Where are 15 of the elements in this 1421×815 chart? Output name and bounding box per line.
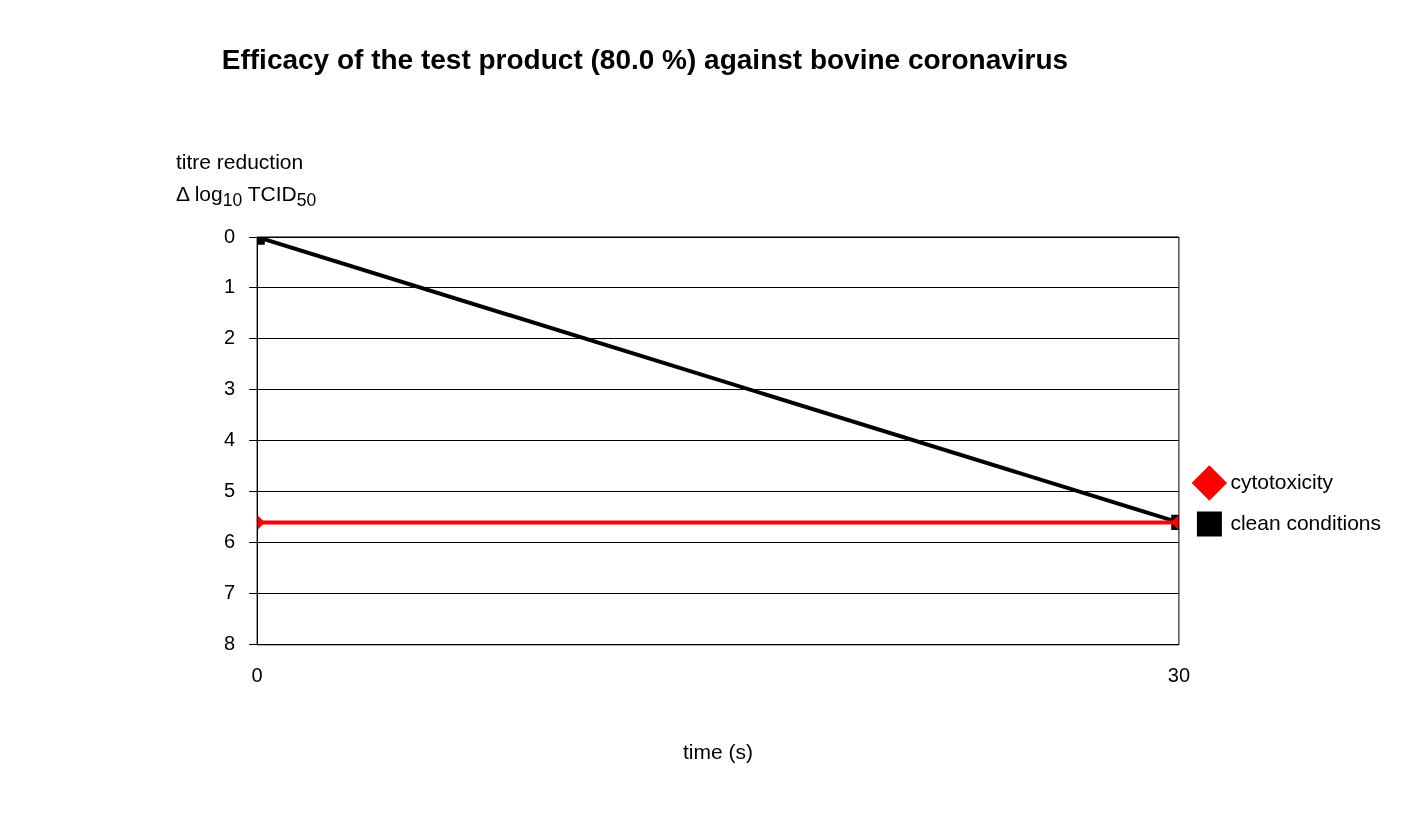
y-tick-label: 0 xyxy=(224,224,236,247)
x-axis-title: time (s) xyxy=(683,740,754,764)
chart-title: Efficacy of the test product (80.0 %) against bovine coronavirus xyxy=(220,44,1070,76)
y-tick-label: 1 xyxy=(224,275,236,298)
y-tick-label: 7 xyxy=(224,581,236,604)
y-tick-label: 8 xyxy=(224,632,236,655)
y-tick-label: 3 xyxy=(224,377,236,400)
y-tick-label: 4 xyxy=(224,428,236,451)
y-tick-label: 5 xyxy=(224,479,236,502)
legend-label: clean conditions xyxy=(1230,510,1382,534)
y-axis-title: titre reduction Δ log$_{10}$ TCID$_{50}$ xyxy=(176,149,317,213)
x-tick-label: 30 xyxy=(1167,664,1191,687)
y-tick-label: 6 xyxy=(224,530,236,553)
y-tick-label: 2 xyxy=(224,326,236,349)
legend-label: cytotoxicity xyxy=(1230,469,1334,493)
